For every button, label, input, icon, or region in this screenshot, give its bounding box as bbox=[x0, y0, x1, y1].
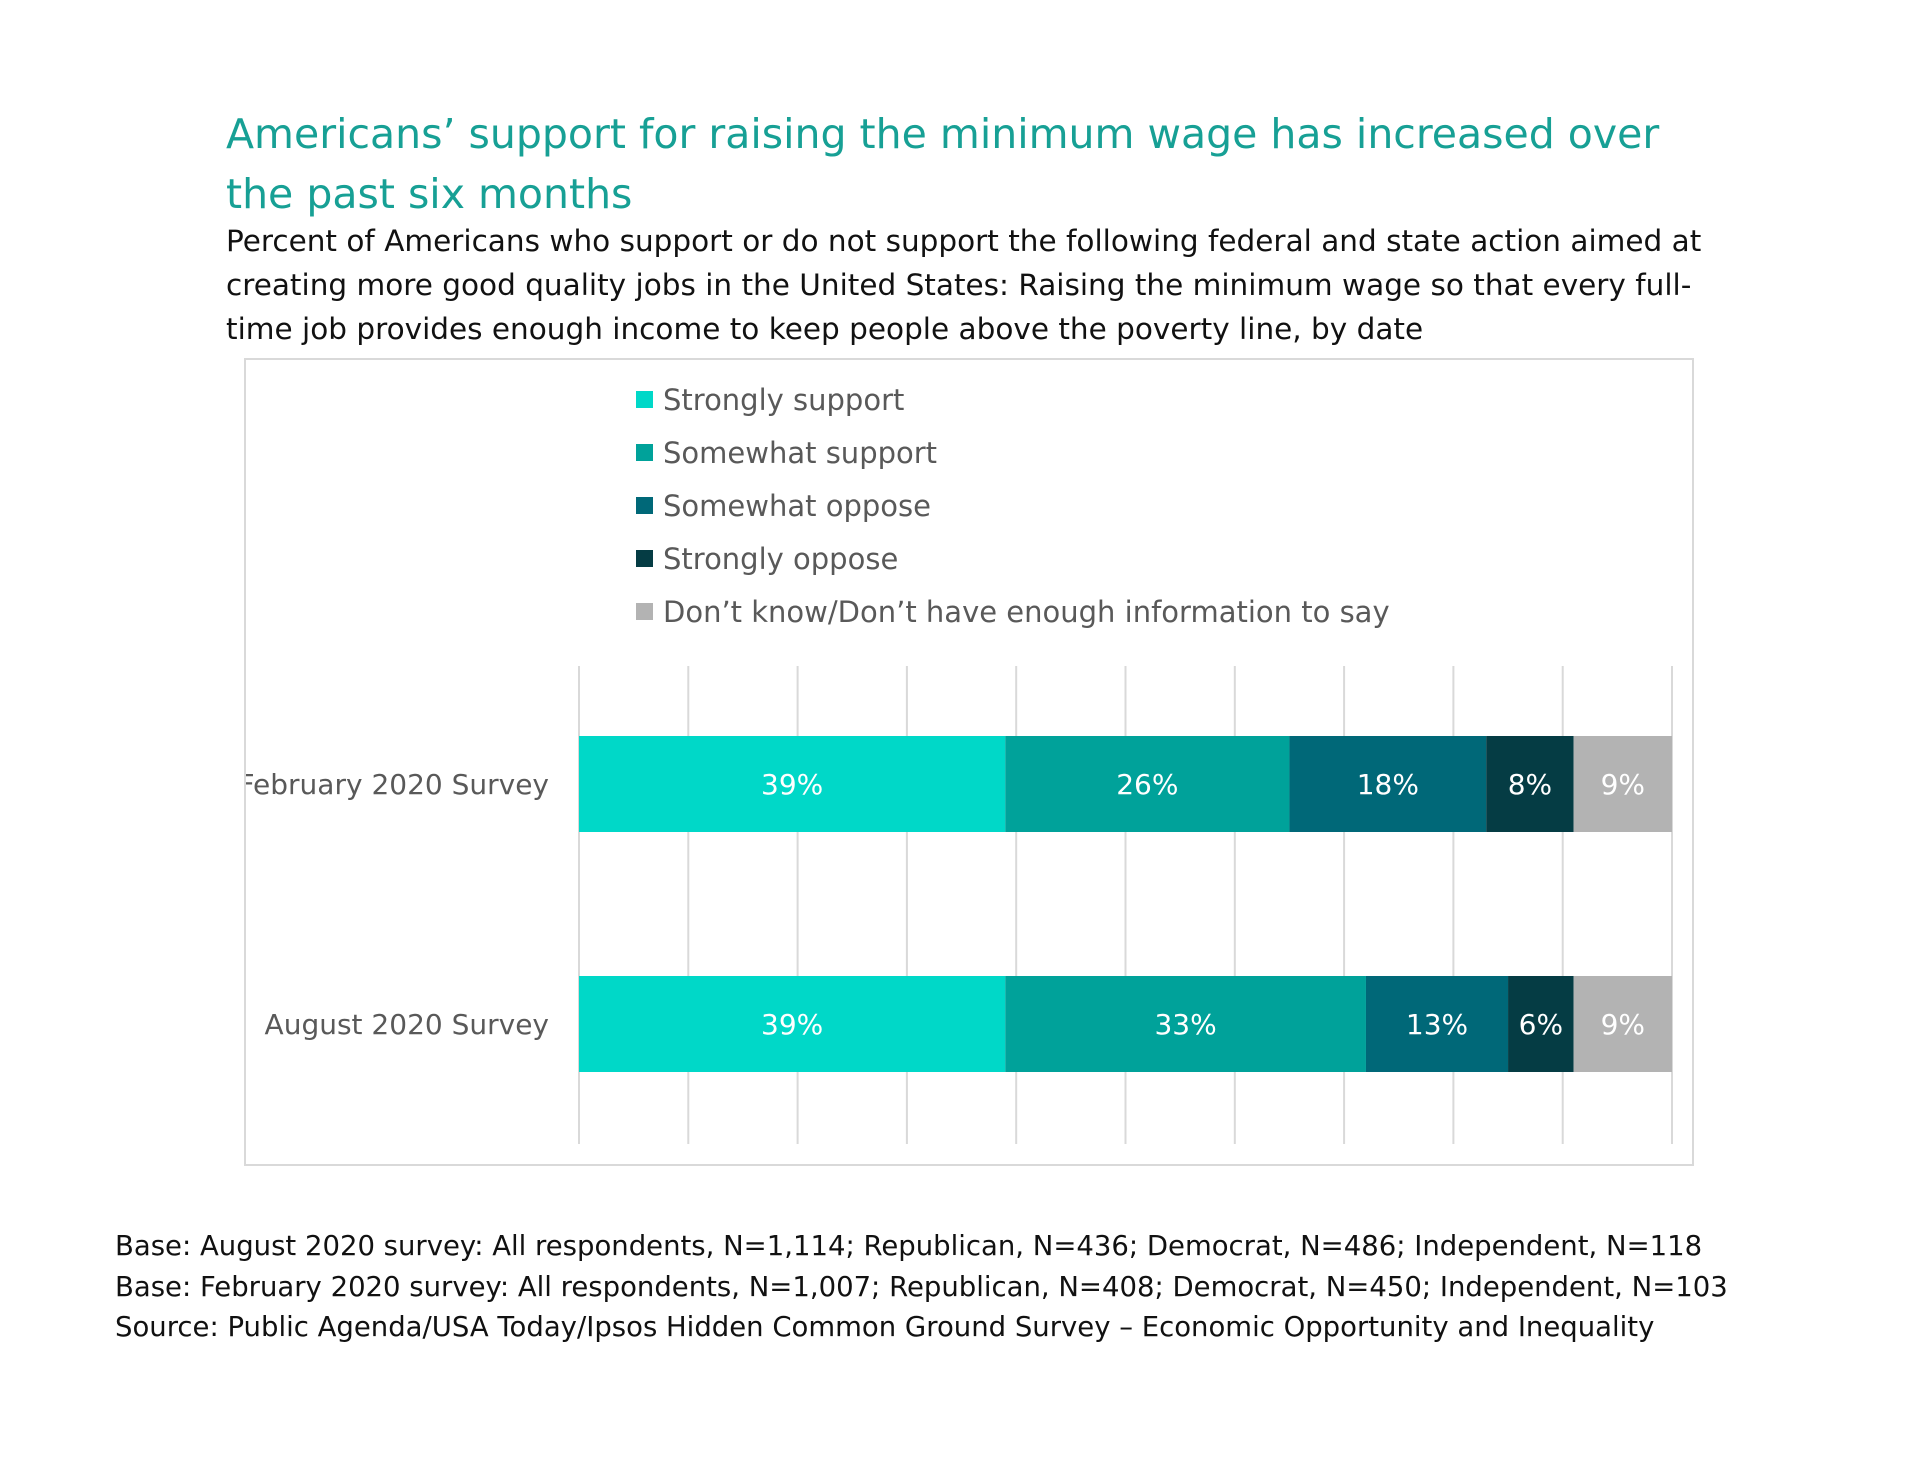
legend-swatch-1 bbox=[636, 391, 653, 408]
bar-1-5 bbox=[1573, 736, 1672, 832]
bar-1-4 bbox=[1486, 736, 1574, 832]
data-label-2-2: 33% bbox=[1154, 1008, 1216, 1041]
legend-label-3: Somewhat oppose bbox=[663, 489, 931, 523]
bar-1-1 bbox=[579, 736, 1006, 832]
bar-1-3 bbox=[1289, 736, 1487, 832]
bar-2-4 bbox=[1508, 976, 1574, 1072]
data-label-1-3: 18% bbox=[1357, 768, 1419, 801]
bar-2-5 bbox=[1573, 976, 1672, 1072]
legend-label-5: Don’t know/Don’t have enough information… bbox=[663, 595, 1390, 629]
category-label-2: August 2020 Survey bbox=[265, 1008, 549, 1041]
legend-label-2: Somewhat support bbox=[663, 436, 937, 470]
data-label-1-4: 8% bbox=[1508, 768, 1552, 801]
legend-swatch-5 bbox=[636, 603, 653, 620]
chart-subtitle: Percent of Americans who support or do n… bbox=[226, 224, 1702, 346]
footnote-base-august: Base: August 2020 survey: All respondent… bbox=[115, 1230, 1703, 1262]
legend-swatch-2 bbox=[636, 444, 653, 461]
data-label-1-5: 9% bbox=[1601, 768, 1645, 801]
category-label-1: February 2020 Survey bbox=[246, 768, 549, 801]
stacked-bar-chart: Strongly support Somewhat support Somewhat… bbox=[246, 383, 1673, 1144]
legend-label-1: Strongly support bbox=[663, 383, 904, 417]
legend-swatch-4 bbox=[636, 550, 653, 567]
legend-swatch-3 bbox=[636, 497, 653, 514]
data-label-2-1: 39% bbox=[761, 1008, 823, 1041]
bar-2-2 bbox=[1005, 976, 1366, 1072]
data-label-2-3: 13% bbox=[1406, 1008, 1468, 1041]
bar-2-3 bbox=[1365, 976, 1509, 1072]
bar-2-1 bbox=[579, 976, 1006, 1072]
data-label-2-4: 6% bbox=[1519, 1008, 1563, 1041]
chart-frame: Strongly support Somewhat support Somewhat… bbox=[244, 358, 1694, 1166]
chart-title: Americans’ support for raising the minim… bbox=[226, 110, 1660, 218]
footnote-source: Source: Public Agenda/USA Today/Ipsos Hi… bbox=[115, 1311, 1655, 1343]
bar-1-2 bbox=[1005, 736, 1290, 832]
data-label-1-1: 39% bbox=[761, 768, 823, 801]
legend-label-4: Strongly oppose bbox=[663, 542, 898, 576]
data-label-1-2: 26% bbox=[1116, 768, 1178, 801]
footnotes: Base: August 2020 survey: All respondent… bbox=[115, 1226, 1895, 1348]
data-label-2-5: 9% bbox=[1601, 1008, 1645, 1041]
footnote-base-february: Base: February 2020 survey: All responde… bbox=[115, 1270, 1728, 1303]
